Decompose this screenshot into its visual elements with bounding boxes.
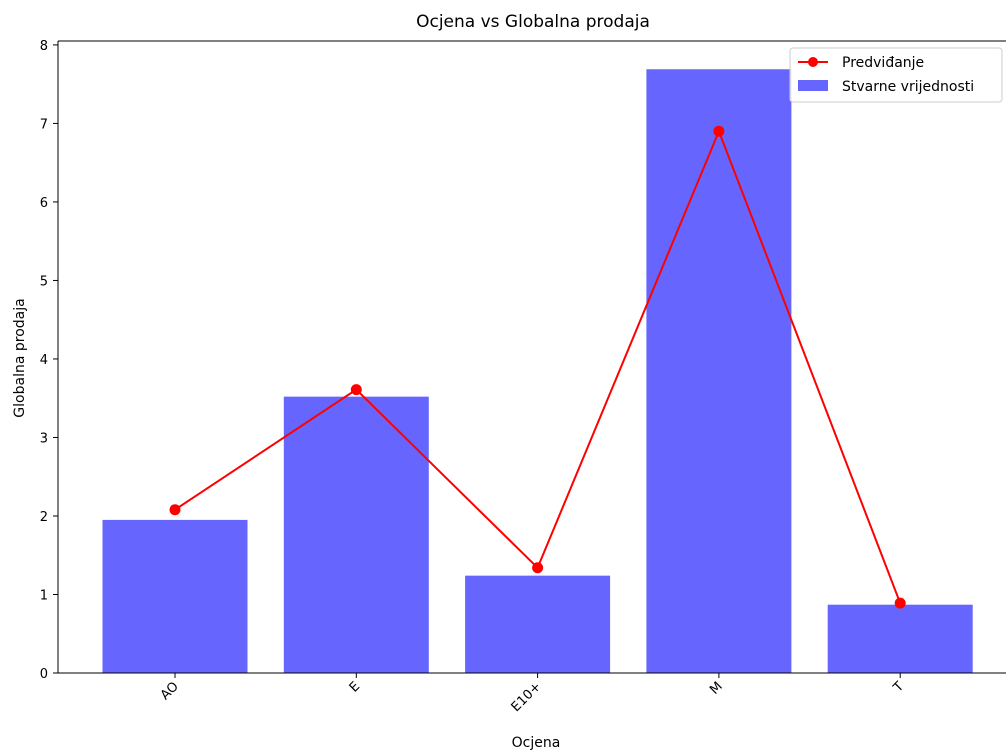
prediction-point-ao: [169, 504, 181, 516]
prediction-point-m: [713, 125, 725, 137]
bar-m: [646, 69, 792, 673]
y-axis-label: Globalna prodaja: [12, 298, 28, 417]
legend-label-actual: Stvarne vrijednosti: [842, 79, 974, 95]
plot-area: [58, 40, 1006, 673]
legend-swatch-bar: [798, 80, 828, 91]
prediction-point-e: [350, 384, 362, 396]
y-tick-label: 1: [40, 588, 48, 603]
x-tick-label: AO: [158, 679, 182, 703]
bar-e: [283, 396, 429, 673]
x-tick-label: M: [707, 679, 726, 698]
chart-title: Ocjena vs Globalna prodaja: [416, 12, 650, 32]
y-tick-label: 3: [40, 431, 48, 446]
x-axis-label: Ocjena: [512, 735, 561, 751]
prediction-point-e10: [532, 562, 544, 574]
y-tick-label: 0: [40, 667, 48, 682]
y-axis: 0 1 2 3 4 5 6 7 8: [40, 39, 59, 682]
legend-box: [789, 47, 1003, 103]
y-tick-label: 2: [40, 510, 48, 525]
y-tick-label: 4: [40, 353, 48, 368]
x-tick-label: E10+: [509, 679, 545, 715]
y-tick-label: 5: [40, 274, 48, 289]
y-tick-label: 8: [40, 39, 48, 54]
x-axis: AO E E10+ M T: [58, 672, 1006, 715]
bar-ao: [102, 519, 248, 673]
bar-t: [827, 604, 973, 673]
prediction-point-t: [894, 597, 906, 609]
y-tick-label: 6: [40, 196, 48, 211]
legend-label-prediction: Predviđanje: [842, 55, 924, 71]
y-tick-label: 7: [40, 117, 48, 132]
prediction-line: [174, 128, 902, 604]
x-tick-label: T: [890, 679, 907, 696]
legend: Predviđanje Stvarne vrijednosti: [789, 47, 1003, 103]
x-tick-label: E: [347, 679, 363, 695]
bar-e10: [465, 575, 611, 673]
legend-swatch-marker: [808, 57, 818, 67]
